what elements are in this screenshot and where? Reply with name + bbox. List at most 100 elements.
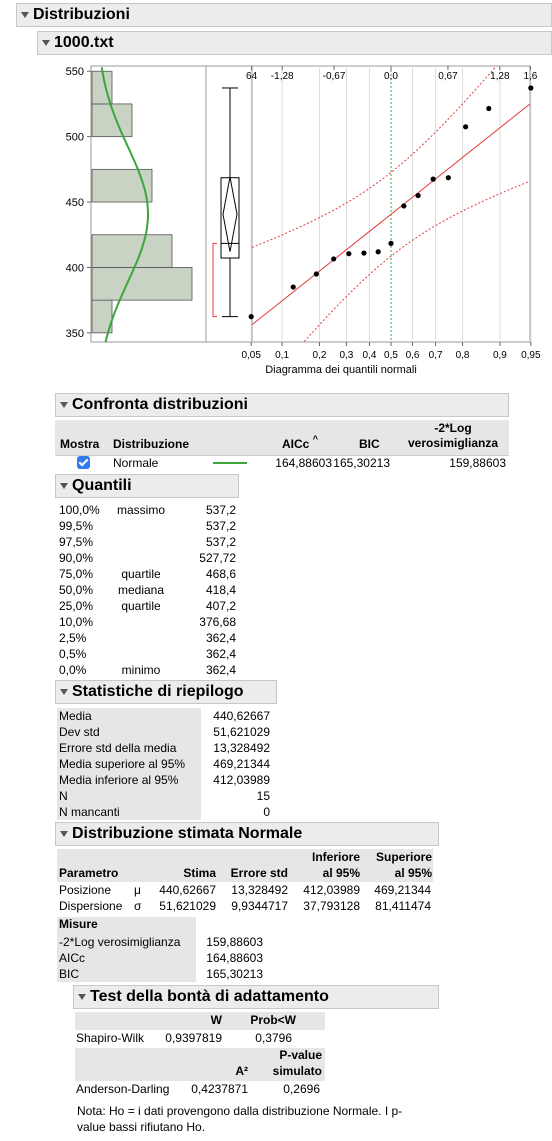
bic-value: 165,30213 bbox=[333, 456, 390, 470]
bottom-tick-label: 0,1 bbox=[275, 350, 289, 361]
quantile-point[interactable] bbox=[445, 175, 451, 181]
measure-label: BIC bbox=[59, 967, 80, 981]
col-w: W bbox=[210, 1013, 222, 1027]
fitted-normal-header[interactable]: Distribuzione stimata Normale bbox=[55, 822, 439, 846]
top-tick-label: -1,28 bbox=[271, 71, 294, 82]
compare-distributions-header[interactable]: Confronta distribuzioni bbox=[55, 393, 509, 417]
quantile-point[interactable] bbox=[415, 192, 421, 199]
y-tick-label: 400 bbox=[66, 262, 84, 274]
measure-value: 164,88603 bbox=[206, 951, 263, 965]
summary-label: Errore std della media bbox=[59, 741, 177, 755]
mean-diamond bbox=[222, 176, 238, 252]
param-upper95: 81,411474 bbox=[375, 899, 431, 913]
summary-value: 51,621029 bbox=[213, 725, 270, 739]
histogram-bar[interactable] bbox=[91, 168, 153, 203]
file-title: 1000.txt bbox=[54, 34, 114, 51]
quantile-label: quartile bbox=[121, 567, 161, 581]
quantile-value: 362,4 bbox=[205, 631, 236, 645]
summary-label: N bbox=[59, 789, 68, 803]
distribution-plot[interactable]: 550 500 450 400 350 0,05 0,1 0,2 0,3 0,4 0,5 0,6 0,7… bbox=[0, 60, 552, 390]
param-name: Dispersione bbox=[59, 899, 123, 913]
col-aicc[interactable]: AICc ^ bbox=[282, 434, 318, 451]
param-lower95: 412,03989 bbox=[303, 883, 360, 897]
quantile-point[interactable] bbox=[401, 203, 407, 209]
quantile-percent: 90,0% bbox=[59, 551, 94, 565]
bottom-tick-label: 0,2 bbox=[313, 350, 327, 361]
col-inferiore-1: Inferiore bbox=[311, 850, 360, 864]
aicc-value: 164,88603 bbox=[275, 456, 332, 470]
quantile-value: 418,4 bbox=[205, 583, 236, 597]
quantile-point[interactable] bbox=[388, 240, 394, 246]
quantile-percent: 50,0% bbox=[59, 583, 94, 597]
top-tick-label: 64 bbox=[246, 71, 258, 82]
quantile-value: 376,68 bbox=[199, 615, 236, 629]
file-header[interactable]: 1000.txt bbox=[37, 31, 552, 55]
quantile-percent: 99,5% bbox=[59, 519, 94, 533]
bottom-tick-label: 0,95 bbox=[521, 350, 541, 361]
quantile-point[interactable] bbox=[375, 249, 381, 255]
col-pvalue-2: simulato bbox=[272, 1064, 322, 1078]
gof-title: Test della bontà di adattamento bbox=[90, 988, 329, 1005]
quantile-point[interactable] bbox=[361, 250, 367, 256]
sw-header-bg bbox=[75, 1012, 325, 1030]
top-tick-label: -0,67 bbox=[323, 71, 346, 82]
compare-title: Confronta distribuzioni bbox=[72, 396, 248, 413]
loglik-value: 159,88603 bbox=[449, 456, 506, 470]
quantile-point[interactable] bbox=[346, 251, 352, 257]
disclosure-triangle-icon[interactable] bbox=[78, 994, 86, 1000]
col-superiore-1: Superiore bbox=[375, 850, 432, 864]
quantile-value: 537,2 bbox=[205, 519, 236, 533]
quantile-point[interactable] bbox=[248, 314, 254, 320]
sw-p-value: 0,3796 bbox=[255, 1031, 292, 1045]
y-tick-label: 550 bbox=[66, 66, 84, 78]
histogram-bar[interactable] bbox=[91, 234, 173, 268]
quantile-label: mediana bbox=[117, 583, 165, 597]
col-bic: BIC bbox=[359, 437, 380, 451]
summary-labels-bg bbox=[57, 708, 201, 820]
bottom-tick-label: 0,5 bbox=[384, 350, 398, 361]
plot-frame bbox=[90, 65, 531, 343]
col-inferiore-2: al 95% bbox=[322, 866, 360, 880]
summary-header[interactable]: Statistiche di riepilogo bbox=[55, 680, 277, 704]
summary-label: Media bbox=[59, 709, 92, 723]
bottom-tick-label: 0,9 bbox=[493, 350, 507, 361]
disclosure-triangle-icon[interactable] bbox=[60, 689, 68, 695]
show-normale-checkbox[interactable] bbox=[77, 456, 90, 469]
quantile-point[interactable] bbox=[331, 256, 337, 262]
disclosure-triangle-icon[interactable] bbox=[21, 12, 29, 18]
histogram-bar[interactable] bbox=[91, 267, 193, 301]
col-loglik-2: verosimiglianza bbox=[407, 436, 499, 450]
gof-header[interactable]: Test della bontà di adattamento bbox=[73, 985, 439, 1009]
quantile-point[interactable] bbox=[430, 176, 436, 182]
bottom-tick-label: 0,7 bbox=[429, 350, 443, 361]
quantile-percent: 100,0% bbox=[59, 503, 100, 517]
bottom-tick-label: 0,3 bbox=[339, 350, 353, 361]
gof-note-line2: value bassi rifiutano Ho. bbox=[77, 1120, 206, 1134]
measure-label: -2*Log verosimiglianza bbox=[59, 935, 181, 949]
dist-normale: Normale bbox=[113, 456, 159, 470]
compare-table-header bbox=[55, 420, 509, 455]
disclosure-triangle-icon[interactable] bbox=[60, 483, 68, 489]
quantiles-header[interactable]: Quantili bbox=[55, 474, 239, 498]
quantile-value: 407,2 bbox=[205, 599, 236, 613]
summary-label: Dev std bbox=[59, 725, 100, 739]
disclosure-triangle-icon[interactable] bbox=[60, 831, 68, 837]
quantile-value: 537,2 bbox=[205, 503, 236, 517]
disclosure-triangle-icon[interactable] bbox=[60, 402, 68, 408]
quantile-point[interactable] bbox=[486, 105, 492, 112]
param-estimate: 51,621029 bbox=[159, 899, 216, 913]
ad-header-bg bbox=[75, 1048, 325, 1081]
quantile-percent: 2,5% bbox=[59, 631, 87, 645]
summary-value: 0 bbox=[263, 805, 270, 819]
top-tick-label: 1,28 bbox=[490, 71, 510, 82]
quantile-point[interactable] bbox=[528, 85, 534, 91]
quantile-point[interactable] bbox=[290, 284, 296, 290]
x-axis-label: Diagramma dei quantili normali bbox=[265, 364, 417, 376]
quantile-point[interactable] bbox=[313, 271, 319, 277]
disclosure-triangle-icon[interactable] bbox=[42, 40, 50, 46]
measure-label: AICc bbox=[59, 951, 86, 965]
summary-value: 440,62667 bbox=[213, 709, 270, 723]
distributions-header[interactable]: Distribuzioni bbox=[16, 3, 552, 27]
y-tick-label: 350 bbox=[66, 328, 84, 340]
quantile-point[interactable] bbox=[463, 124, 469, 130]
